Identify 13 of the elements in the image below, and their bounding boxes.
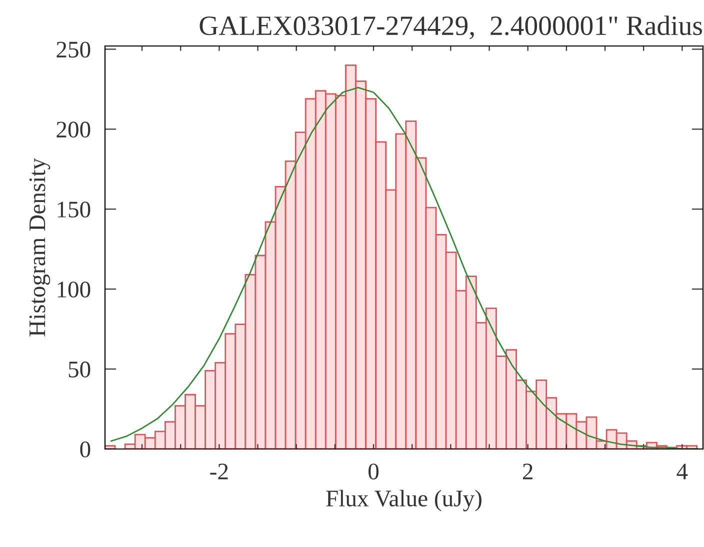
x-tick-label: 2 xyxy=(522,464,532,480)
y-tick-label: 0 xyxy=(80,441,90,458)
x-tick-label: 0 xyxy=(368,464,379,480)
y-tick-label: 250 xyxy=(56,42,90,58)
x-axis-title: Flux Value (uJy) xyxy=(326,490,482,512)
chart-title: GALEX033017-274429, 2.4000001" Radius xyxy=(200,16,702,40)
x-tick-label: -2 xyxy=(210,464,228,480)
y-tick-label: 150 xyxy=(58,202,90,218)
y-tick-label: 50 xyxy=(68,362,90,378)
y-tick-label: 200 xyxy=(56,122,90,138)
y-axis-title: Histogram Density xyxy=(29,158,50,336)
y-tick-label: 100 xyxy=(58,282,90,298)
x-tick-label: 4 xyxy=(676,464,688,480)
